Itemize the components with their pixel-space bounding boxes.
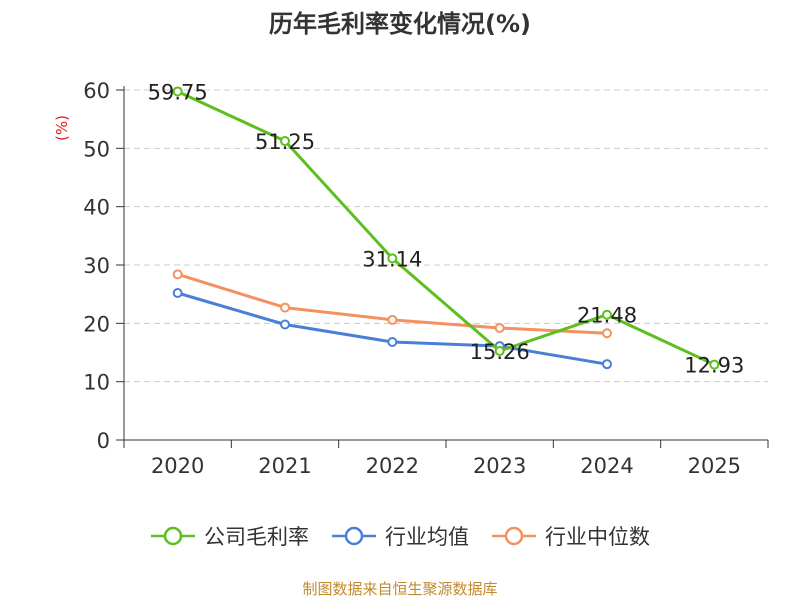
legend-line-marker-icon: [151, 526, 195, 546]
series-lines: [172, 86, 720, 370]
data-point[interactable]: [172, 269, 183, 280]
x-tick-label: 2024: [580, 454, 633, 478]
x-tick-label: 2020: [151, 454, 204, 478]
x-tick-label: 2025: [688, 454, 741, 478]
x-tick-label: 2023: [473, 454, 526, 478]
legend-label-industry-median: 行业中位数: [545, 525, 650, 549]
data-point[interactable]: [494, 323, 505, 333]
legend-line-marker-icon: [492, 526, 536, 546]
legend-label-company: 公司毛利率: [204, 525, 309, 549]
legend-item-industry-median[interactable]: 行业中位数: [491, 521, 650, 551]
data-point[interactable]: [172, 288, 183, 298]
y-tick-label: 20: [83, 312, 110, 336]
series-line: [177, 90, 715, 366]
y-axis-label: (%): [53, 115, 71, 141]
data-point[interactable]: [172, 86, 183, 97]
series-line: [177, 291, 608, 366]
legend-item-company[interactable]: 公司毛利率: [150, 521, 309, 551]
data-point[interactable]: [280, 136, 290, 147]
y-tick-label: 40: [83, 196, 110, 220]
data-label: 31.14: [362, 247, 422, 271]
data-label: 51.25: [255, 130, 315, 154]
legend-item-industry-mean[interactable]: 行业均值: [331, 521, 469, 551]
x-tick-label: 2021: [258, 454, 311, 478]
data-point[interactable]: [602, 309, 612, 320]
data-label: 15.26: [470, 340, 530, 364]
y-tick-label: 50: [83, 137, 110, 161]
data-point[interactable]: [602, 359, 612, 370]
axes: 0 10 20 30 40 50 60 2020 2021 2022 2023 2024 2025: [83, 79, 769, 478]
y-tick-label: 0: [97, 429, 110, 453]
source-note: 制图数据来自恒生聚源数据库: [302, 580, 498, 598]
data-label: 12.93: [684, 354, 744, 378]
y-tick-label: 30: [83, 254, 110, 278]
data-label: 59.75: [148, 80, 208, 104]
legend: 公司毛利率 行业均值 行业中位数: [0, 518, 800, 554]
legend-line-marker-icon: [332, 526, 376, 546]
y-tick-label: 60: [83, 79, 110, 103]
legend-label-industry-mean: 行业均值: [385, 525, 469, 549]
data-point[interactable]: [602, 328, 612, 339]
chart-title: 历年毛利率变化情况(%): [269, 10, 531, 38]
data-point[interactable]: [280, 302, 290, 313]
data-point[interactable]: [709, 359, 720, 370]
data-point[interactable]: [387, 253, 398, 264]
data-point[interactable]: [387, 314, 398, 325]
grid-lines: [124, 89, 768, 383]
data-point[interactable]: [494, 345, 505, 356]
data-labels: 59.75 51.25 31.14 15.26 21.48 12.93: [148, 80, 745, 377]
data-point[interactable]: [387, 337, 398, 347]
x-tick-label: 2022: [366, 454, 419, 478]
data-point[interactable]: [280, 319, 290, 330]
data-label: 21.48: [577, 304, 637, 328]
y-tick-label: 10: [83, 371, 110, 395]
